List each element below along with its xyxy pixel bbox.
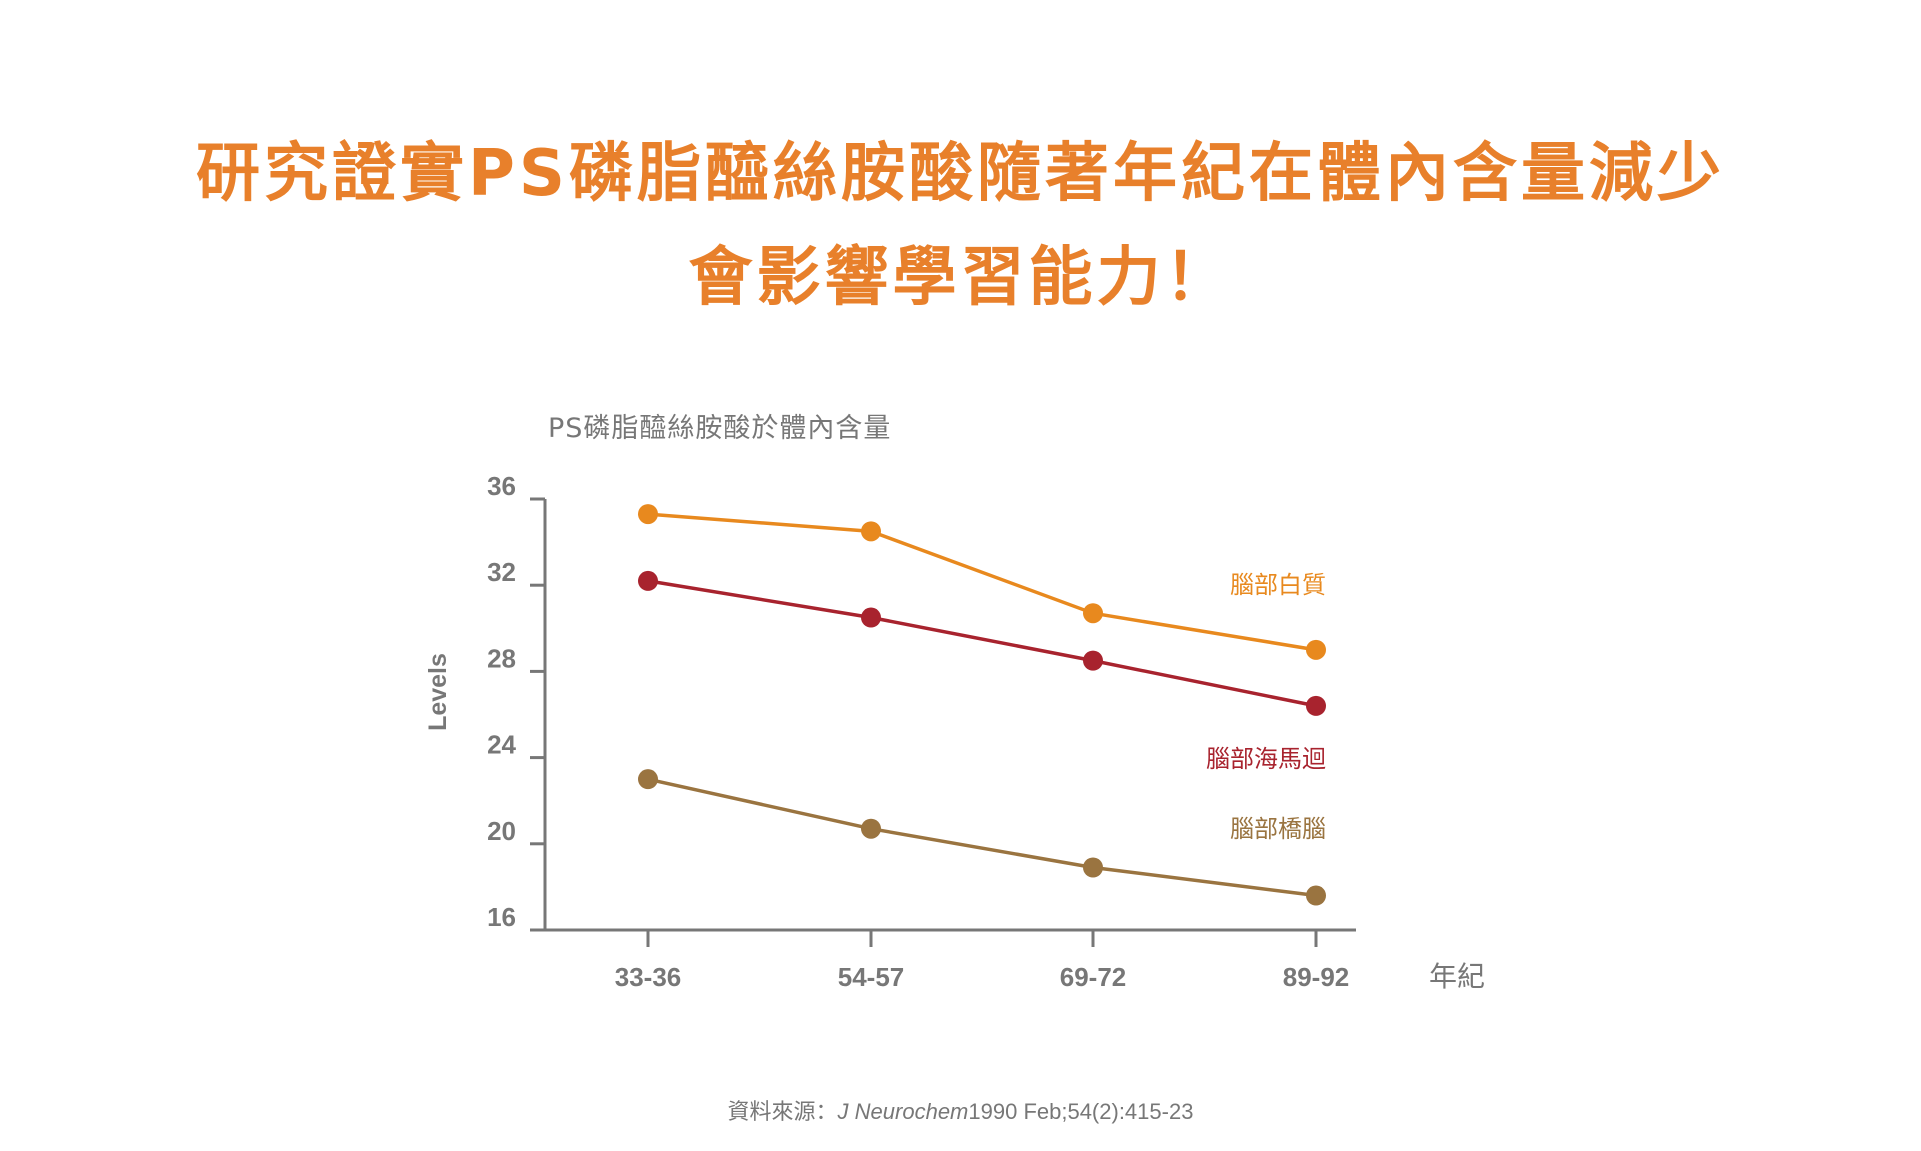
data-point xyxy=(1306,885,1326,906)
series-line-2 xyxy=(647,777,1317,898)
chart-title: PS磷脂醯絲胺酸於體內含量 xyxy=(548,413,891,444)
y-axis-label: Levels xyxy=(424,653,452,731)
data-point xyxy=(1083,650,1103,671)
source-citation: 資料來源：J Neurochem1990 Feb;54(2):415-23 xyxy=(0,1094,1921,1126)
y-tick-label: 32 xyxy=(487,557,516,587)
x-tick-label: 69-72 xyxy=(1060,962,1127,992)
source-journal: J Neurochem xyxy=(837,1099,969,1124)
x-tick-label: 54-57 xyxy=(838,962,905,992)
page-title-line2: 會影響學習能力！ xyxy=(688,241,1233,315)
data-point xyxy=(1306,695,1326,716)
data-point xyxy=(861,818,881,839)
data-point xyxy=(638,570,658,591)
series-line-1 xyxy=(647,579,1317,708)
source-reference: 1990 Feb;54(2):415-23 xyxy=(968,1099,1194,1124)
page-title-line1: 研究證實PS磷脂醯絲胺酸隨著年紀在體內含量減少 xyxy=(196,137,1725,211)
source-label: 資料來源： xyxy=(727,1099,838,1124)
data-point xyxy=(1306,639,1326,660)
series-label: 腦部橋腦 xyxy=(1230,815,1326,843)
data-point xyxy=(861,521,881,542)
data-point xyxy=(1083,603,1103,624)
y-tick-label: 28 xyxy=(487,643,516,673)
y-tick-label: 16 xyxy=(487,902,516,932)
x-tick-label: 89-92 xyxy=(1283,962,1350,992)
x-tick-label: 33-36 xyxy=(615,962,682,992)
data-point xyxy=(861,607,881,628)
data-point xyxy=(638,769,658,790)
y-tick-label: 20 xyxy=(487,816,516,846)
y-tick-label: 24 xyxy=(487,730,516,760)
series-label: 腦部白質 xyxy=(1230,571,1326,599)
data-point xyxy=(638,504,658,525)
data-point xyxy=(1083,857,1103,878)
y-tick-label: 36 xyxy=(487,471,516,501)
x-axis-label: 年紀 xyxy=(1429,960,1485,993)
series-line-0 xyxy=(647,512,1317,652)
series-label: 腦部海馬迴 xyxy=(1206,745,1326,773)
